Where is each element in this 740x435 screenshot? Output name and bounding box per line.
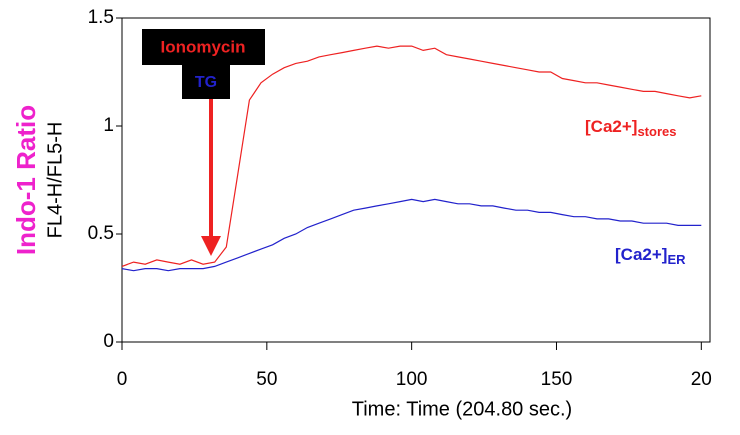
y-tick-label: 0.5	[88, 223, 114, 244]
x-tick-label: 100	[396, 369, 428, 390]
series-label-subscript: stores	[637, 124, 676, 139]
x-tick-label: 0	[117, 369, 128, 390]
x-tick-label: 50	[256, 369, 277, 390]
annotation: Ionomycin	[160, 37, 245, 56]
series-line	[121, 198, 702, 272]
series-label-subscript: ER	[667, 252, 686, 267]
y-tick-label: 0	[103, 331, 114, 352]
annotation: TG	[195, 74, 217, 91]
y-tick-label: 1	[103, 115, 114, 136]
series-line	[121, 45, 702, 267]
y-axis-sublabel: FL4-H/FL5-H	[44, 122, 66, 239]
series-label: [Ca2+]ER	[615, 245, 686, 267]
annotation-box	[182, 65, 230, 99]
series-label-name: [Ca2+]	[585, 117, 637, 136]
series-label-name: [Ca2+]	[615, 245, 667, 264]
y-tick-label: 1.5	[88, 7, 114, 28]
annotation-box	[142, 29, 265, 65]
arrow-head	[201, 236, 221, 256]
plot-frame	[121, 17, 711, 343]
series-label: [Ca2+]stores	[585, 117, 676, 139]
x-tick-label: 20	[691, 369, 712, 390]
y-axis-label: Indo-1 Ratio	[11, 105, 41, 255]
x-tick-label: 150	[541, 369, 573, 390]
x-axis-label: Time: Time (204.80 sec.)	[352, 398, 572, 420]
